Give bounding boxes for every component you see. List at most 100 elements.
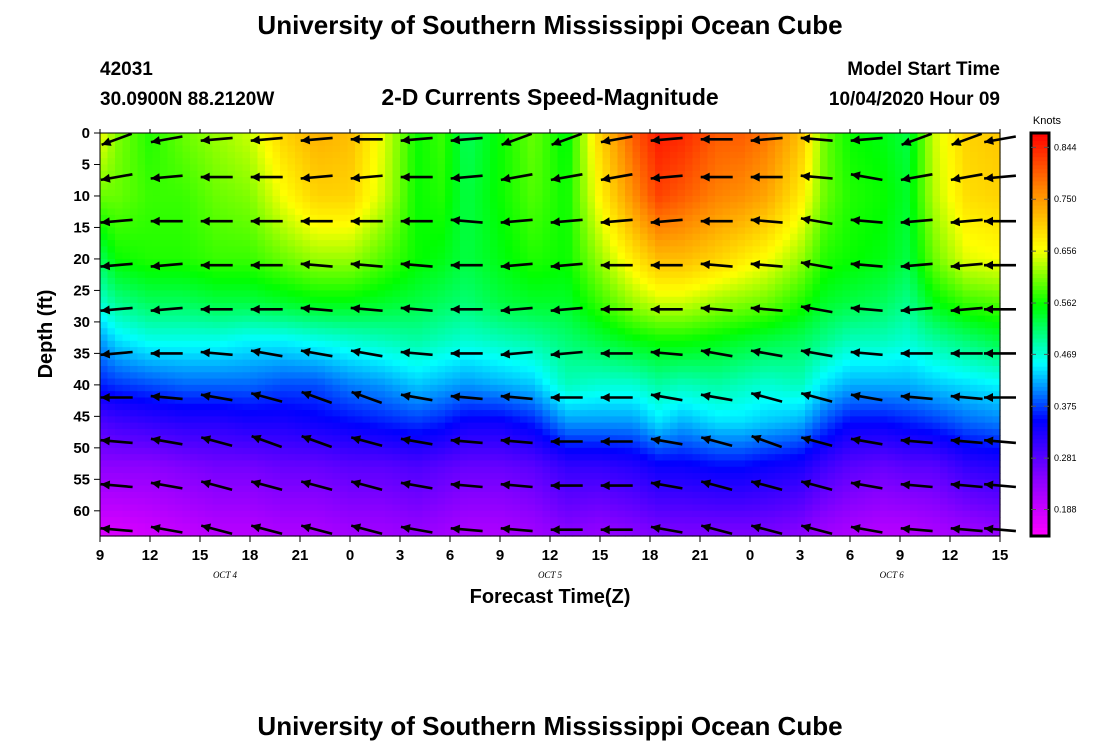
heatmap-cell	[587, 145, 596, 153]
heatmap-cell	[220, 177, 229, 184]
heatmap-cell	[272, 403, 281, 411]
heatmap-cell	[287, 227, 296, 235]
heatmap-cell	[370, 479, 379, 487]
heatmap-cell	[580, 353, 589, 361]
heatmap-cell	[182, 460, 191, 468]
heatmap-cell	[100, 252, 109, 260]
heatmap-cell	[445, 271, 454, 279]
heatmap-cell	[167, 158, 176, 166]
heatmap-cell	[370, 447, 379, 455]
heatmap-cell	[317, 397, 326, 405]
heatmap-cell	[655, 460, 664, 468]
heatmap-cell	[302, 447, 311, 455]
heatmap-cell	[167, 246, 176, 254]
heatmap-cell	[422, 208, 431, 216]
heatmap-cell	[422, 473, 431, 480]
heatmap-cell	[100, 397, 109, 405]
heatmap-cell	[595, 498, 604, 506]
heatmap-cell	[640, 277, 649, 285]
heatmap-cell	[242, 139, 251, 147]
heatmap-cell	[505, 378, 514, 386]
heatmap-cell	[220, 139, 229, 147]
heatmap-cell	[160, 441, 169, 449]
heatmap-cell	[512, 372, 521, 380]
heatmap-cell	[302, 353, 311, 361]
heatmap-cell	[437, 296, 446, 304]
heatmap-cell	[460, 428, 469, 436]
heatmap-cell	[542, 416, 551, 424]
heatmap-cell	[407, 529, 416, 537]
heatmap-cell	[640, 340, 649, 348]
heatmap-cell	[662, 347, 671, 354]
heatmap-cell	[302, 473, 311, 480]
heatmap-cell	[490, 208, 499, 216]
heatmap-cell	[220, 384, 229, 392]
heatmap-cell	[430, 233, 439, 241]
heatmap-cell	[407, 416, 416, 424]
heatmap-cell	[370, 277, 379, 285]
heatmap-cell	[182, 435, 191, 443]
heatmap-cell	[670, 233, 679, 241]
heatmap-cell	[430, 485, 439, 493]
heatmap-cell	[100, 183, 109, 191]
heatmap-cell	[437, 214, 446, 222]
heatmap-cell	[122, 523, 131, 531]
heatmap-cell	[175, 378, 184, 386]
heatmap-cell	[565, 265, 574, 273]
heatmap-cell	[212, 485, 221, 493]
heatmap-cell	[445, 491, 454, 499]
heatmap-cell	[167, 435, 176, 443]
heatmap-cell	[107, 321, 116, 329]
heatmap-cell	[115, 164, 124, 172]
heatmap-cell	[505, 233, 514, 241]
heatmap-cell	[647, 365, 656, 373]
heatmap-cell	[152, 460, 161, 468]
heatmap-cell	[580, 309, 589, 317]
heatmap-cell	[437, 277, 446, 285]
heatmap-cell	[362, 214, 371, 222]
heatmap-cell	[152, 397, 161, 405]
heatmap-cell	[670, 246, 679, 254]
heatmap-cell	[520, 208, 529, 216]
heatmap-cell	[557, 284, 566, 292]
heatmap-cell	[362, 378, 371, 386]
heatmap-cell	[512, 517, 521, 525]
heatmap-cell	[295, 208, 304, 216]
heatmap-cell	[212, 372, 221, 380]
heatmap-cell	[242, 479, 251, 487]
heatmap-cell	[535, 372, 544, 380]
heatmap-cell	[385, 504, 394, 512]
heatmap-cell	[617, 290, 626, 298]
heatmap-cell	[340, 221, 349, 229]
heatmap-cell	[295, 504, 304, 512]
heatmap-cell	[137, 151, 146, 159]
heatmap-cell	[520, 403, 529, 411]
heatmap-cell	[370, 353, 379, 361]
heatmap-cell	[632, 473, 641, 480]
heatmap-cell	[415, 473, 424, 480]
heatmap-cell	[512, 410, 521, 417]
heatmap-cell	[280, 214, 289, 222]
heatmap-cell	[175, 240, 184, 247]
heatmap-cell	[265, 246, 274, 254]
heatmap-cell	[250, 529, 259, 537]
heatmap-cell	[632, 334, 641, 342]
heatmap-cell	[340, 315, 349, 323]
heatmap-cell	[160, 233, 169, 241]
heatmap-cell	[647, 271, 656, 279]
heatmap-cell	[137, 233, 146, 241]
heatmap-cell	[535, 391, 544, 399]
heatmap-cell	[557, 328, 566, 336]
heatmap-cell	[475, 328, 484, 336]
heatmap-cell	[362, 139, 371, 147]
heatmap-cell	[430, 447, 439, 455]
heatmap-cell	[160, 252, 169, 260]
heatmap-cell	[392, 296, 401, 304]
heatmap-cell	[520, 164, 529, 172]
heatmap-cell	[280, 303, 289, 310]
heatmap-cell	[310, 403, 319, 411]
heatmap-cell	[377, 340, 386, 348]
heatmap-cell	[250, 403, 259, 411]
heatmap-cell	[182, 139, 191, 147]
heatmap-cell	[415, 428, 424, 436]
